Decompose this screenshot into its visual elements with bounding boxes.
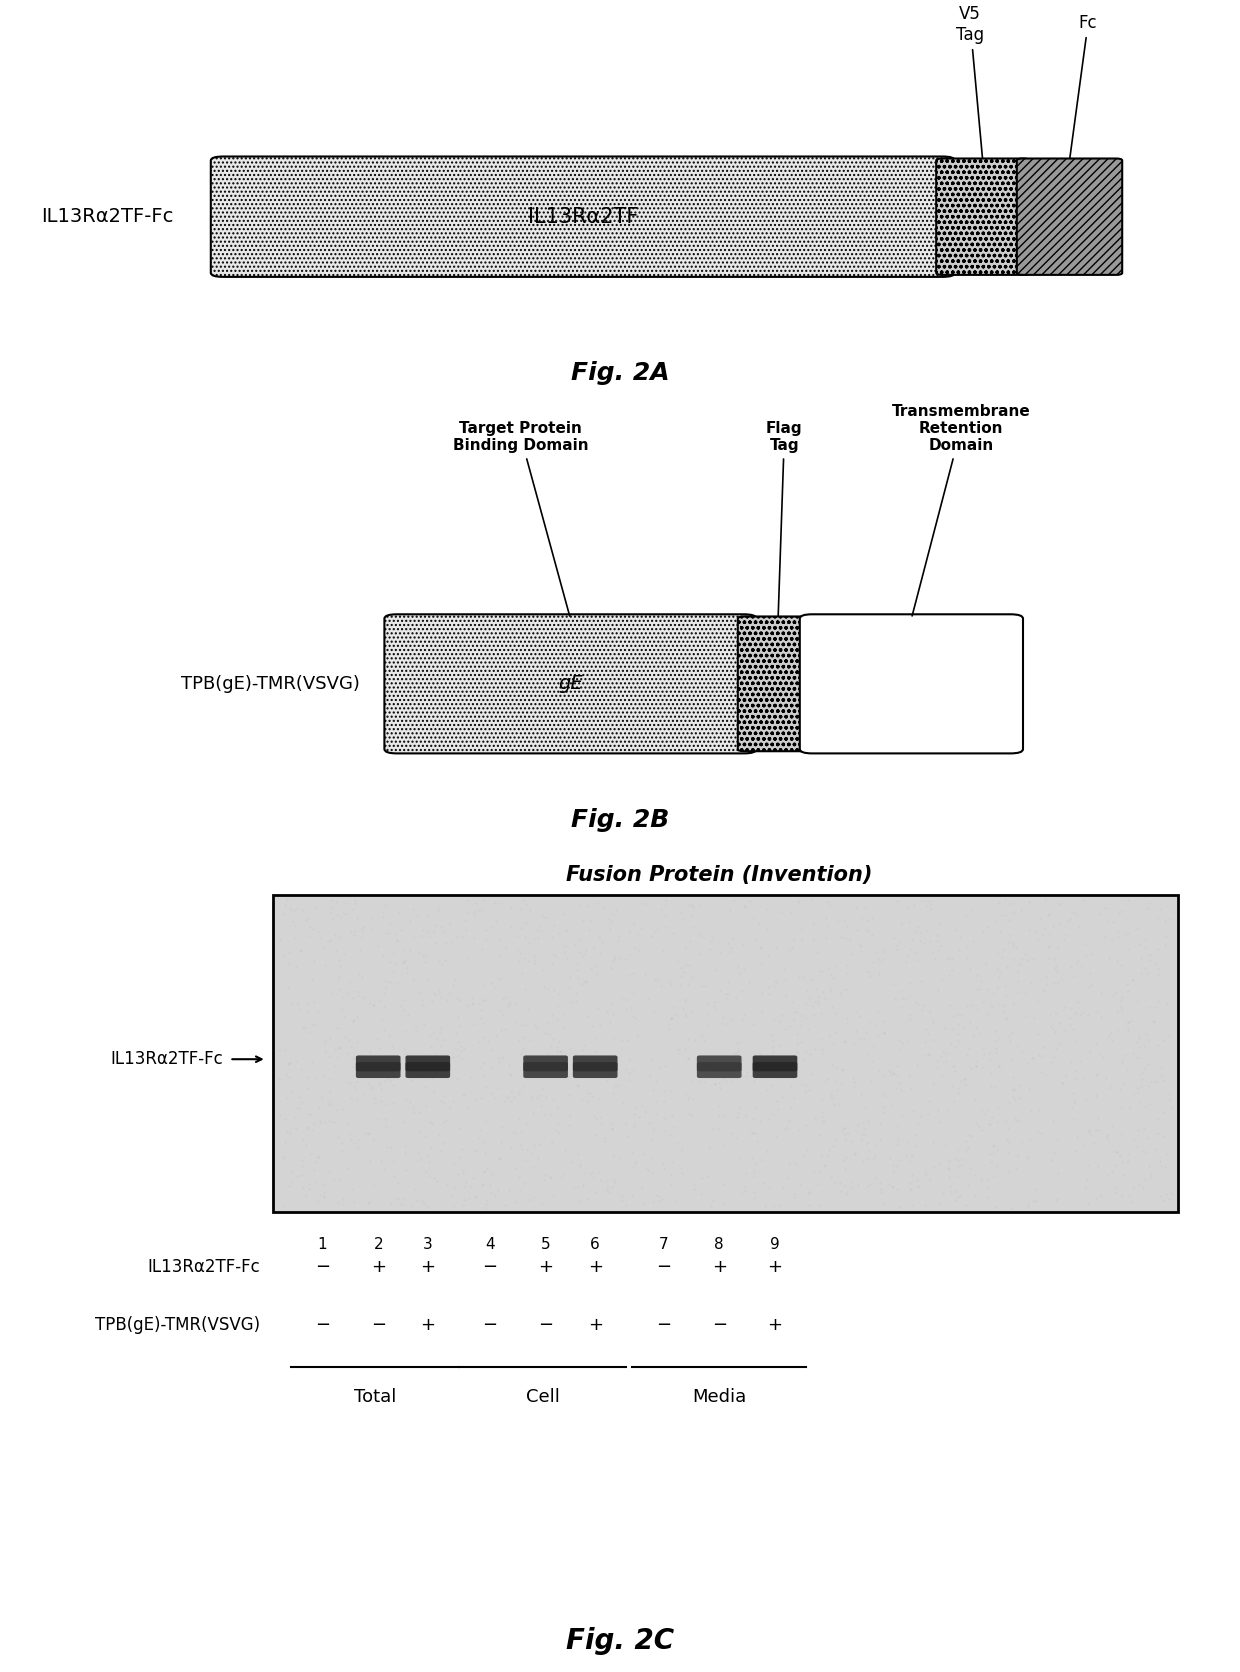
Text: IL13Rα2TF-Fc: IL13Rα2TF-Fc: [148, 1257, 260, 1276]
FancyBboxPatch shape: [573, 1055, 618, 1072]
Text: −: −: [315, 1316, 330, 1334]
FancyBboxPatch shape: [738, 617, 818, 751]
FancyBboxPatch shape: [697, 1062, 742, 1078]
Text: Fig. 2A: Fig. 2A: [570, 361, 670, 385]
Text: Cell: Cell: [526, 1388, 559, 1406]
Text: Total: Total: [353, 1388, 397, 1406]
Text: −: −: [482, 1316, 497, 1334]
Text: +: +: [420, 1257, 435, 1276]
Bar: [273, 895, 1178, 1212]
Text: +: +: [371, 1257, 386, 1276]
FancyBboxPatch shape: [753, 1055, 797, 1072]
Text: Target Protein
Binding Domain: Target Protein Binding Domain: [453, 421, 589, 615]
Text: −: −: [315, 1257, 330, 1276]
FancyBboxPatch shape: [800, 614, 1023, 754]
Text: 2: 2: [373, 1237, 383, 1252]
Text: −: −: [656, 1257, 671, 1276]
Text: Fig. 2B: Fig. 2B: [570, 808, 670, 831]
Text: IL13Rα2TF-Fc: IL13Rα2TF-Fc: [41, 207, 174, 226]
FancyBboxPatch shape: [211, 157, 955, 278]
Text: +: +: [768, 1257, 782, 1276]
Text: +: +: [420, 1316, 435, 1334]
Text: 6: 6: [590, 1237, 600, 1252]
Text: −: −: [482, 1257, 497, 1276]
FancyBboxPatch shape: [356, 1062, 401, 1078]
FancyBboxPatch shape: [573, 1062, 618, 1078]
Text: 5: 5: [541, 1237, 551, 1252]
Text: −: −: [712, 1316, 727, 1334]
Text: +: +: [588, 1257, 603, 1276]
FancyBboxPatch shape: [523, 1062, 568, 1078]
Text: 7: 7: [658, 1237, 668, 1252]
Text: TPB(gE)-TMR(VSVG): TPB(gE)-TMR(VSVG): [181, 675, 360, 692]
Text: −: −: [371, 1316, 386, 1334]
Text: −: −: [656, 1316, 671, 1334]
Text: Transmembrane
Retention
Domain: Transmembrane Retention Domain: [892, 403, 1030, 615]
FancyBboxPatch shape: [1017, 159, 1122, 274]
Text: +: +: [588, 1316, 603, 1334]
Text: 4: 4: [485, 1237, 495, 1252]
FancyBboxPatch shape: [405, 1062, 450, 1078]
Text: gE: gE: [558, 674, 583, 694]
FancyBboxPatch shape: [697, 1055, 742, 1072]
Text: Fig. 2C: Fig. 2C: [565, 1627, 675, 1655]
Text: Media: Media: [692, 1388, 746, 1406]
Text: +: +: [712, 1257, 727, 1276]
Text: 1: 1: [317, 1237, 327, 1252]
FancyBboxPatch shape: [405, 1055, 450, 1072]
FancyBboxPatch shape: [753, 1062, 797, 1078]
FancyBboxPatch shape: [523, 1055, 568, 1072]
FancyBboxPatch shape: [356, 1055, 401, 1072]
Text: V5
Tag: V5 Tag: [956, 5, 985, 157]
Text: IL13Rα2TF-Fc: IL13Rα2TF-Fc: [110, 1050, 223, 1068]
Text: +: +: [768, 1316, 782, 1334]
Text: TPB(gE)-TMR(VSVG): TPB(gE)-TMR(VSVG): [95, 1316, 260, 1334]
Text: 9: 9: [770, 1237, 780, 1252]
Text: −: −: [538, 1316, 553, 1334]
Text: IL13Rα2TF: IL13Rα2TF: [527, 207, 639, 227]
Text: 3: 3: [423, 1237, 433, 1252]
FancyBboxPatch shape: [384, 614, 756, 754]
Text: +: +: [538, 1257, 553, 1276]
Text: Fusion Protein (Invention): Fusion Protein (Invention): [565, 866, 873, 884]
Text: 8: 8: [714, 1237, 724, 1252]
Text: Fc: Fc: [1070, 13, 1097, 157]
FancyBboxPatch shape: [936, 159, 1029, 274]
Text: Flag
Tag: Flag Tag: [766, 421, 802, 615]
